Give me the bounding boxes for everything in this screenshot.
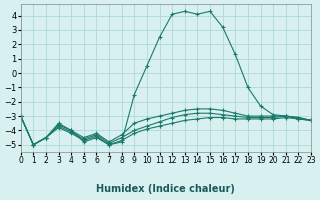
X-axis label: Humidex (Indice chaleur): Humidex (Indice chaleur) bbox=[96, 184, 235, 194]
